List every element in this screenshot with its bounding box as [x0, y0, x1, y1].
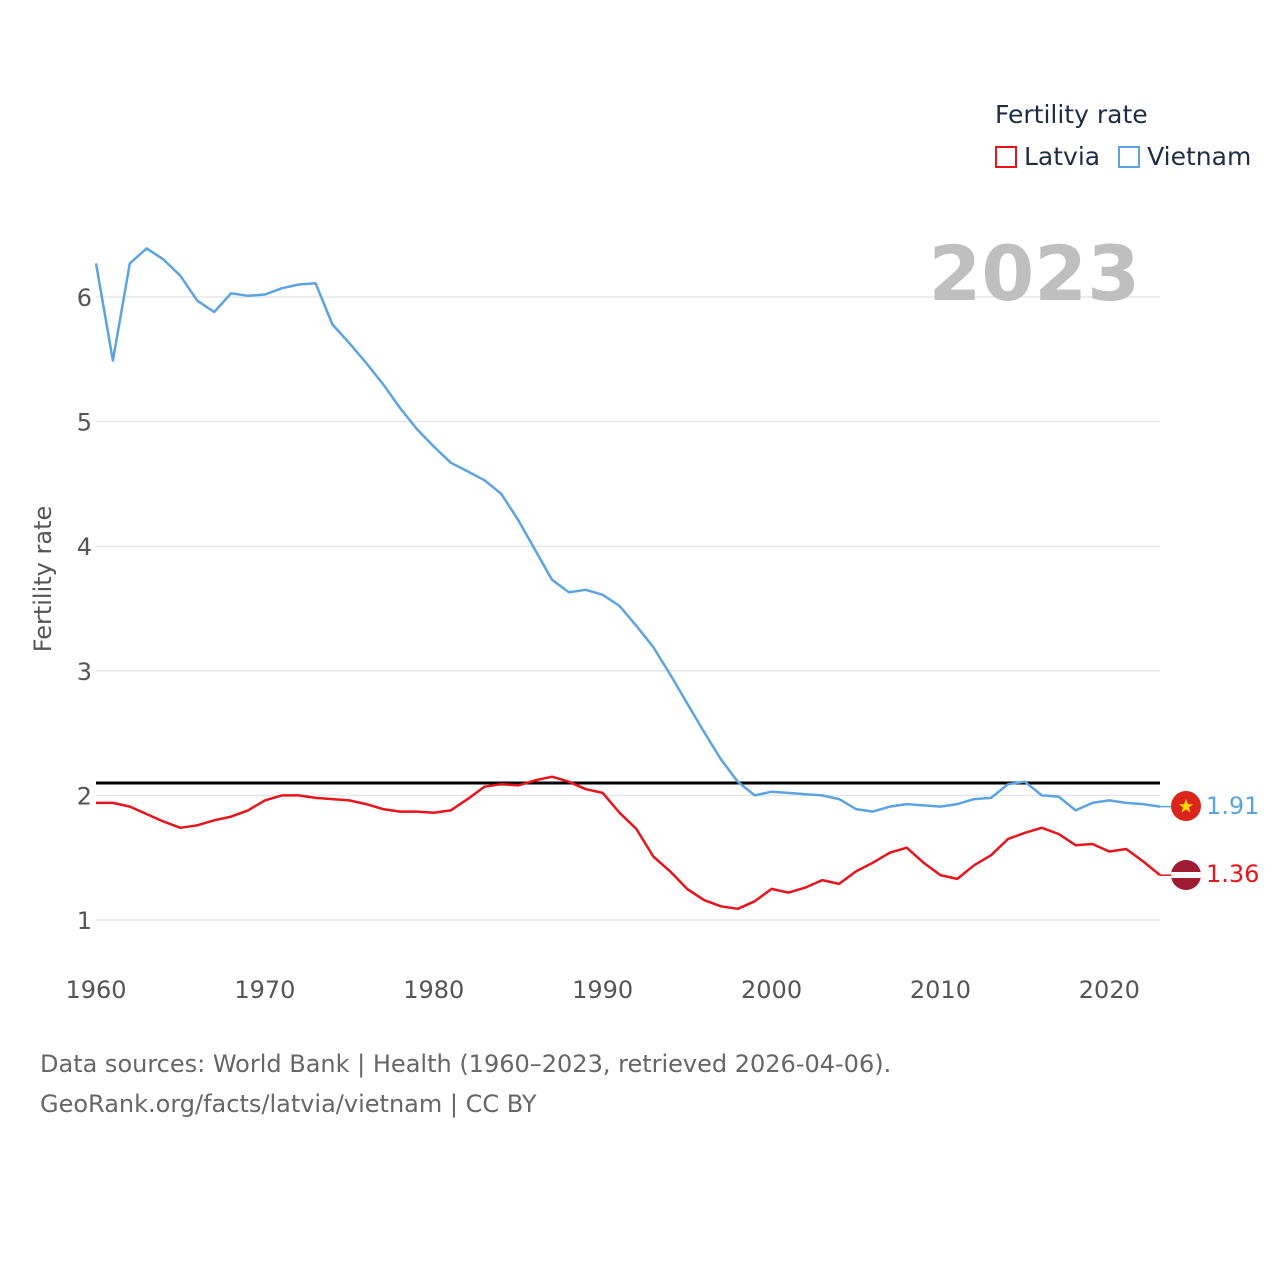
- series-line-vietnam[interactable]: [94, 247, 1161, 813]
- vietnam-flag-icon: [1171, 791, 1201, 821]
- latvia-flag-icon: [1171, 860, 1201, 890]
- x-tick-label: 2010: [910, 976, 971, 1004]
- x-tick-label: 1980: [403, 976, 464, 1004]
- x-tick-label: 2000: [741, 976, 802, 1004]
- y-tick-label: 6: [77, 284, 92, 312]
- legend-item-vietnam[interactable]: Vietnam: [1118, 142, 1251, 171]
- x-tick-label: 1960: [65, 976, 126, 1004]
- legend-item-latvia[interactable]: Latvia: [995, 142, 1100, 171]
- source-link[interactable]: GeoRank.org/facts/latvia/vietnam | CC BY: [40, 1090, 537, 1118]
- x-tick-label: 1970: [234, 976, 295, 1004]
- y-tick-label: 2: [77, 782, 92, 810]
- latvia-swatch-icon: [995, 145, 1017, 168]
- y-axis-title: Fertility rate: [29, 506, 57, 653]
- x-tick-label: 2020: [1079, 976, 1140, 1004]
- legend-label-latvia: Latvia: [1024, 142, 1101, 171]
- year-watermark: 2023: [928, 229, 1140, 318]
- y-tick-label: 5: [77, 409, 92, 437]
- x-tick-label: 1990: [572, 976, 633, 1004]
- vietnam-swatch-icon: [1118, 145, 1141, 168]
- y-tick-label: 1: [77, 907, 92, 935]
- legend-label-vietnam: Vietnam: [1147, 142, 1252, 171]
- y-tick-label: 4: [77, 533, 92, 561]
- vietnam-end-value: 1.91: [1206, 792, 1259, 820]
- legend: Latvia Vietnam: [995, 142, 1269, 171]
- footer: Data sources: World Bank | Health (1960–…: [40, 1044, 891, 1124]
- series-line-latvia[interactable]: [96, 775, 1161, 911]
- y-tick-label: 3: [77, 658, 92, 686]
- latvia-end-value: 1.36: [1206, 860, 1259, 888]
- legend-title: Fertility rate: [995, 100, 1148, 129]
- data-source-note: Data sources: World Bank | Health (1960–…: [40, 1050, 892, 1078]
